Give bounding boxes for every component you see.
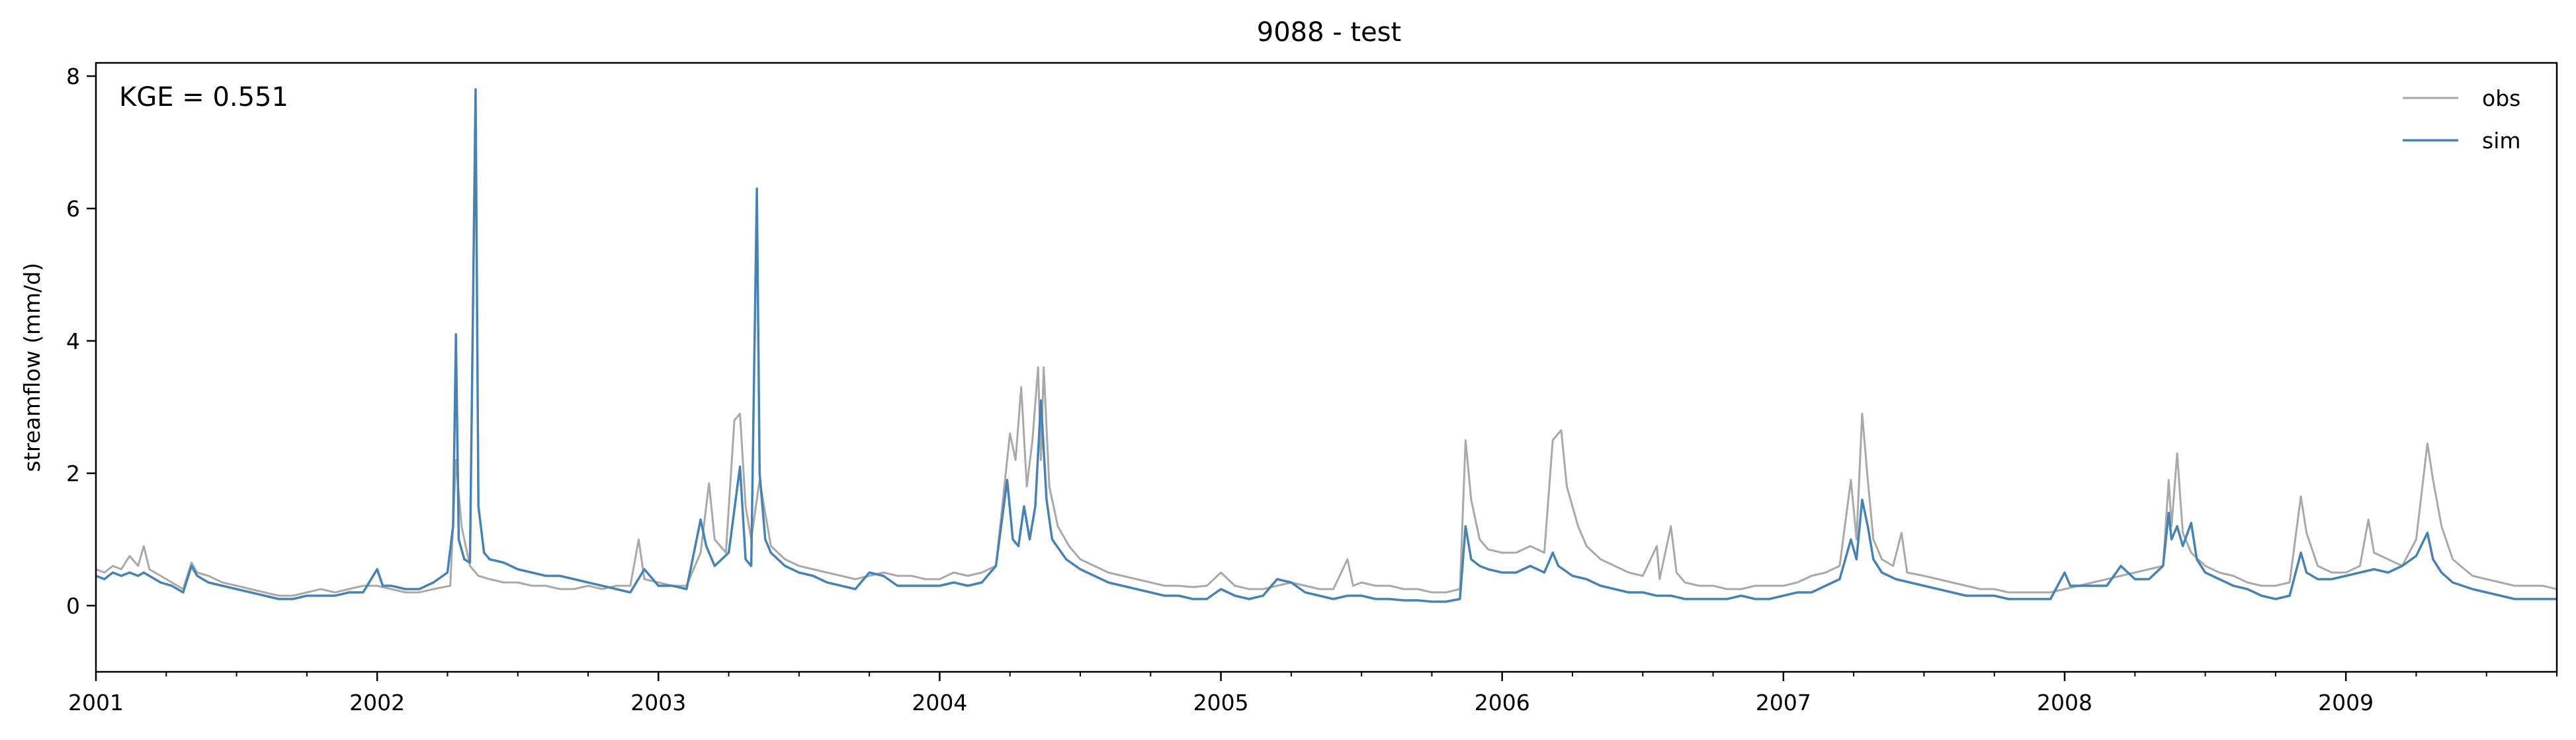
kge-annotation: KGE = 0.551 <box>119 82 288 113</box>
legend-label-obs: obs <box>2482 85 2520 111</box>
x-tick-label: 2001 <box>68 690 124 716</box>
x-tick-label: 2007 <box>1756 690 1811 716</box>
y-tick-label: 4 <box>66 328 80 354</box>
y-tick-label: 0 <box>66 593 80 619</box>
chart-title: 9088 - test <box>1257 17 1401 48</box>
series-line-sim <box>96 88 2557 603</box>
y-axis-label: streamflow (mm/d) <box>19 263 45 472</box>
legend-label-sim: sim <box>2482 128 2521 154</box>
y-tick-label: 6 <box>66 196 80 222</box>
y-tick-label: 8 <box>66 64 80 89</box>
plot-frame <box>95 62 2558 673</box>
x-tick-label: 2002 <box>349 690 405 716</box>
y-tick-label: 2 <box>66 461 80 486</box>
x-tick-label: 2003 <box>630 690 686 716</box>
x-tick-label: 2004 <box>912 690 967 716</box>
x-tick-label: 2009 <box>2318 690 2374 716</box>
x-axis: 2001 2002 2003 2004 2005 2006 2007 2008 2009 <box>68 672 2557 716</box>
legend: obs sim <box>2403 85 2521 154</box>
x-tick-label: 2005 <box>1193 690 1249 716</box>
x-tick-label: 2008 <box>2037 690 2092 716</box>
x-tick-label: 2006 <box>1475 690 1530 716</box>
y-axis: 0 2 4 6 8 <box>66 64 96 619</box>
series-layer <box>96 88 2557 603</box>
series-line-obs <box>96 366 2557 597</box>
